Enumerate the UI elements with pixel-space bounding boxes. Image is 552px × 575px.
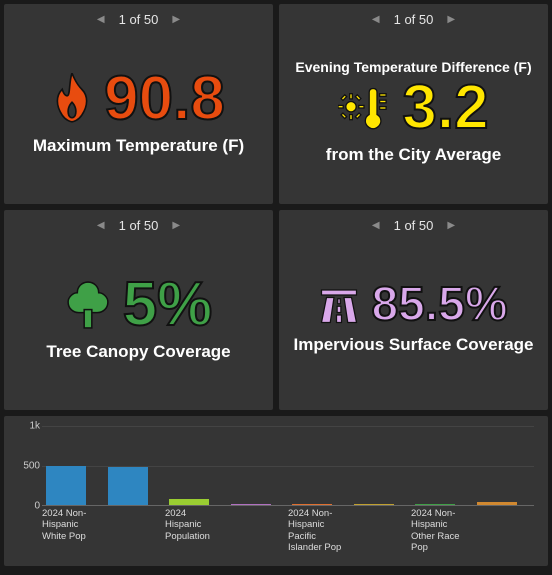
chart-bar[interactable] (354, 504, 394, 505)
card-max-temp: ◀ 1 of 50 ▶ 90.8 Maximum Temperature (F) (4, 4, 273, 204)
metric-value: 85.5% (371, 281, 507, 329)
metric-value: 90.8 (104, 68, 225, 130)
metric-sub: Impervious Surface Coverage (294, 335, 534, 355)
chart-bar[interactable] (477, 502, 517, 505)
pager-prev-icon[interactable]: ◀ (97, 14, 105, 25)
card-tree-canopy: ◀ 1 of 50 ▶ 5% Tree Canopy Coverage (4, 210, 273, 410)
tree-icon (65, 279, 111, 331)
pager-text: 1 of 50 (394, 218, 434, 233)
pager-text: 1 of 50 (394, 12, 434, 27)
pager-next-icon[interactable]: ▶ (172, 14, 180, 25)
population-chart: 05001k 2024 Non-Hispanic White Pop2024 H… (4, 416, 548, 566)
metric-sub: Maximum Temperature (F) (33, 136, 244, 156)
pager-next-icon[interactable]: ▶ (172, 220, 180, 231)
chart-bar[interactable] (292, 504, 332, 505)
flame-icon (52, 73, 92, 125)
metric-value: 5% (123, 274, 213, 336)
pager: ◀ 1 of 50 ▶ (279, 4, 548, 31)
chart-bar[interactable] (169, 499, 209, 505)
chart-xlabel (227, 508, 289, 554)
chart-x-labels: 2024 Non-Hispanic White Pop 2024 Hispanic… (42, 508, 534, 554)
chart-ytick: 0 (18, 501, 40, 512)
pager-next-icon[interactable]: ▶ (447, 14, 455, 25)
chart-xlabel: 2024 Non-Hispanic Other Race Pop (411, 508, 473, 554)
highway-icon (319, 285, 359, 325)
pager: ◀ 1 of 50 ▶ (4, 4, 273, 31)
chart-xlabel: 2024 Non-Hispanic Pacific Islander Pop (288, 508, 350, 554)
pager-prev-icon[interactable]: ◀ (97, 220, 105, 231)
card-impervious-surface: ◀ 1 of 50 ▶ (279, 210, 548, 410)
pager-next-icon[interactable]: ▶ (447, 220, 455, 231)
sun-thermometer-icon (338, 83, 390, 133)
pager-prev-icon[interactable]: ◀ (372, 14, 380, 25)
card-evening-temp-diff: ◀ 1 of 50 ▶ Evening Temperature Differen… (279, 4, 548, 204)
chart-ytick: 1k (18, 421, 40, 432)
pager: ◀ 1 of 50 ▶ (4, 210, 273, 237)
pager-prev-icon[interactable]: ◀ (372, 220, 380, 231)
chart-bar[interactable] (46, 466, 86, 505)
chart-bar[interactable] (108, 467, 148, 505)
chart-xlabel: 2024 Non-Hispanic White Pop (42, 508, 104, 554)
chart-plot-area: 05001k (42, 426, 534, 506)
metric-sub: Tree Canopy Coverage (46, 342, 230, 362)
pager-text: 1 of 50 (119, 218, 159, 233)
metric-value: 3.2 (402, 77, 488, 139)
chart-ytick: 500 (18, 461, 40, 472)
chart-xlabel (104, 508, 166, 554)
chart-bar[interactable] (231, 504, 271, 505)
chart-xlabel (350, 508, 412, 554)
chart-xlabel (473, 508, 535, 554)
dashboard-grid: ◀ 1 of 50 ▶ 90.8 Maximum Temperature (F)… (4, 4, 548, 571)
pager-text: 1 of 50 (119, 12, 159, 27)
chart-bar[interactable] (415, 504, 455, 505)
pager: ◀ 1 of 50 ▶ (279, 210, 548, 237)
metric-sub: from the City Average (326, 145, 501, 165)
chart-xlabel: 2024 Hispanic Population (165, 508, 227, 554)
